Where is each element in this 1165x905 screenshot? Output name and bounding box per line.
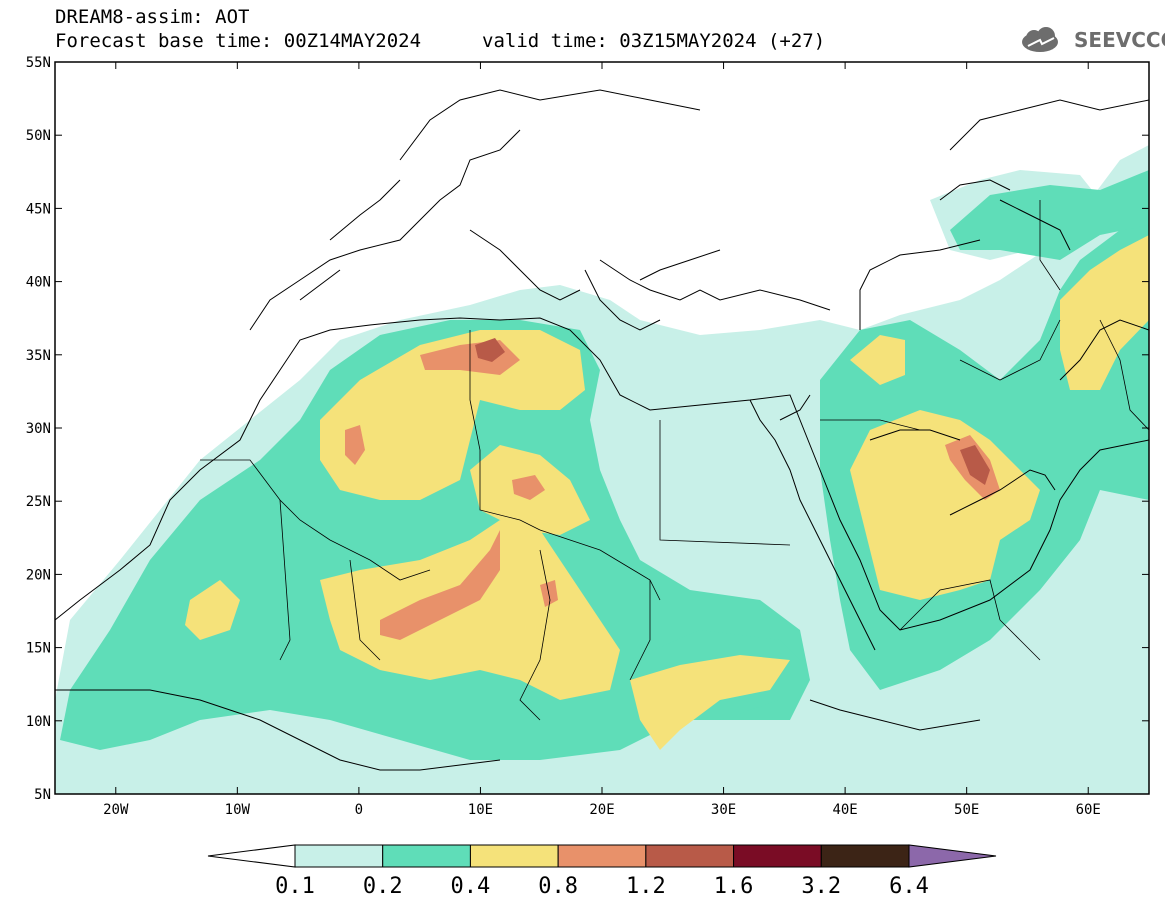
colorbar-label: 1.6: [714, 874, 754, 899]
colorbar-box: [469, 844, 559, 868]
lat-label: 10N: [26, 714, 51, 730]
lat-label: 45N: [26, 201, 51, 217]
aot-contour-0.4-sahara: [320, 330, 585, 500]
lat-label: 5N: [34, 787, 51, 803]
lon-label: 0: [355, 802, 363, 818]
colorbar-label: 6.4: [889, 874, 929, 899]
colorbar-label: 0.2: [363, 874, 403, 899]
lon-label: 10W: [225, 802, 251, 818]
aot-field: [55, 62, 1149, 794]
logo-text: SEEVCCC: [1074, 28, 1165, 52]
lat-label: 15N: [26, 641, 51, 657]
lon-label: 20W: [103, 802, 129, 818]
title-line-2: Forecast base time: 00Z14MAY2024: [55, 30, 422, 52]
longitude-axis: 20W 10W 0 10E 20E 30E 40E 50E 60E: [103, 62, 1101, 818]
lat-label: 35N: [26, 348, 51, 364]
colorbar-box: [557, 844, 647, 868]
lon-label: 60E: [1076, 802, 1101, 818]
lat-label: 50N: [26, 128, 51, 144]
lat-label: 25N: [26, 494, 51, 510]
lon-label: 10E: [468, 802, 493, 818]
valid-time: valid time: 03Z15MAY2024 (+27): [482, 30, 826, 52]
colorbar-label: 1.2: [626, 874, 666, 899]
colorbar-box: [733, 844, 822, 868]
aot-contour-0.4-iraq: [850, 335, 905, 385]
colorbar-over-triangle: [908, 844, 997, 868]
lon-label: 50E: [954, 802, 979, 818]
aot-contour-0.8-nigeria: [380, 530, 500, 640]
colorbar-box: [820, 844, 910, 868]
aot-contour-0.4-westafrica: [185, 580, 240, 640]
aot-contour-0.2-africa: [60, 320, 810, 760]
aot-contour-0.8-tassili: [345, 425, 365, 465]
colorbar-label: 0.8: [538, 874, 578, 899]
aot-contour-0.4-sahel: [320, 520, 620, 700]
aot-contour-0.2-north: [950, 170, 1149, 260]
aot-contour-1.2-iraq: [960, 445, 990, 485]
colorbar-label: 0.4: [451, 874, 491, 899]
lat-label: 40N: [26, 275, 51, 291]
colorbar-box: [294, 844, 384, 868]
coastlines: [55, 89, 1149, 771]
aot-contour-0.4-iran: [1060, 235, 1149, 390]
aot-contour-1.2-tunisia: [475, 338, 505, 362]
aot-contour-0.4-sudan: [630, 655, 790, 750]
lat-label: 20N: [26, 567, 51, 583]
colorbar-box: [382, 844, 471, 868]
lon-label: 30E: [711, 802, 736, 818]
colorbar-label: 0.1: [275, 874, 315, 899]
aot-contour-0.4-arabia: [850, 410, 1040, 600]
colorbar: 0.1 0.2 0.4 0.8 1.2 1.6 3.2 6.4: [207, 844, 997, 899]
lat-label: 55N: [26, 55, 51, 71]
borders: [200, 200, 1149, 721]
aot-contour-0.8-libya: [512, 475, 545, 500]
lon-label: 40E: [832, 802, 857, 818]
title-line-1: DREAM8-assim: AOT: [55, 6, 250, 28]
colorbar-box: [645, 844, 735, 868]
colorbar-under-triangle: [207, 844, 296, 868]
latitude-axis: 5N 10N 15N 20N 25N 30N 35N 40N 45N 50N 55N: [26, 55, 1149, 803]
lon-label: 20E: [589, 802, 614, 818]
lat-label: 30N: [26, 421, 51, 437]
cloud-icon: [1022, 27, 1058, 52]
colorbar-label: 3.2: [801, 874, 841, 899]
